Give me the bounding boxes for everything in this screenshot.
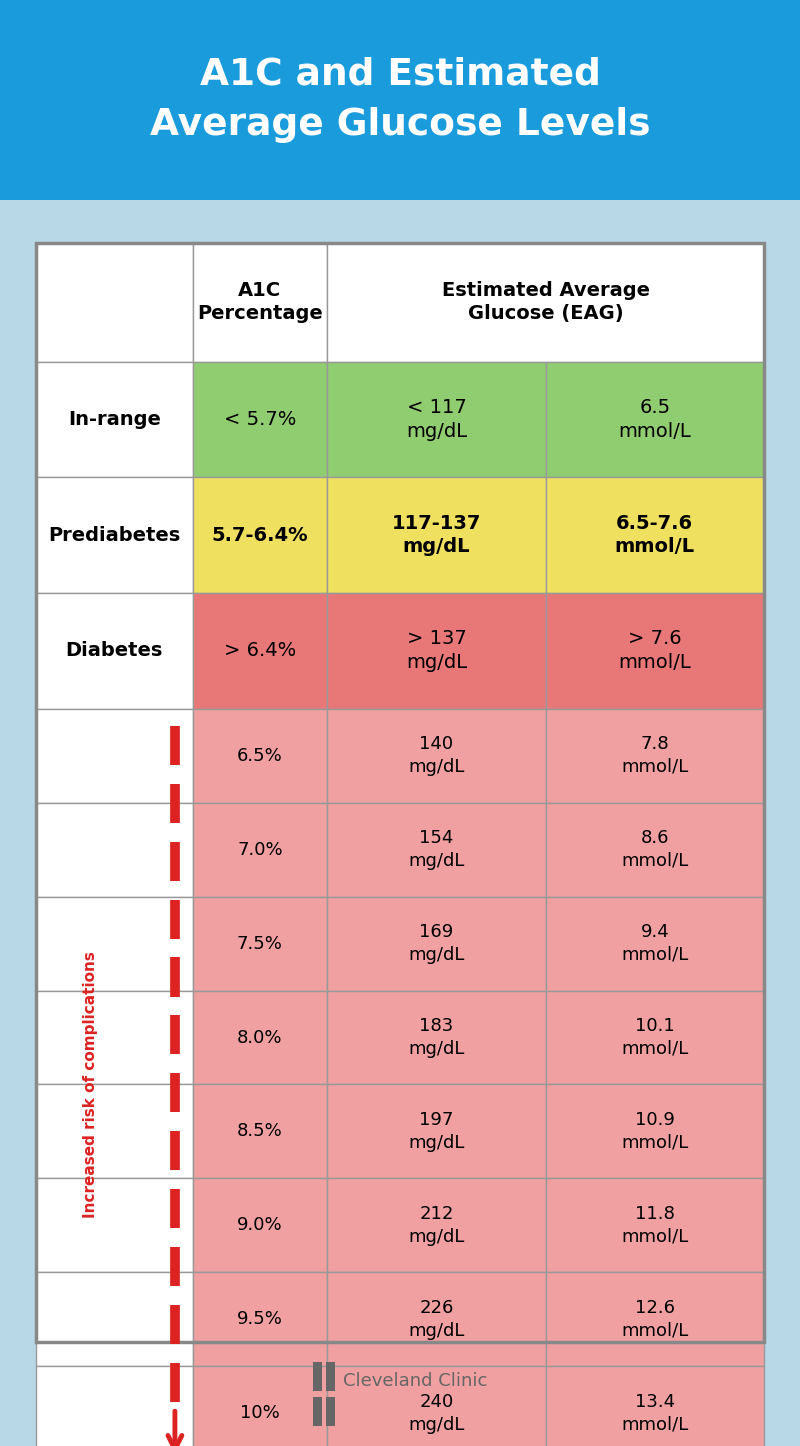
FancyBboxPatch shape [327, 991, 546, 1084]
Text: 10.9
mmol/L: 10.9 mmol/L [621, 1112, 689, 1151]
Text: 169
mg/dL: 169 mg/dL [408, 924, 465, 963]
Text: In-range: In-range [68, 409, 161, 429]
FancyBboxPatch shape [36, 709, 193, 803]
FancyBboxPatch shape [546, 477, 764, 593]
FancyBboxPatch shape [36, 991, 193, 1084]
FancyBboxPatch shape [193, 593, 327, 709]
Text: < 5.7%: < 5.7% [224, 409, 296, 429]
Text: > 7.6
mmol/L: > 7.6 mmol/L [618, 629, 691, 672]
Text: > 6.4%: > 6.4% [224, 641, 296, 661]
FancyBboxPatch shape [546, 803, 764, 897]
FancyBboxPatch shape [327, 897, 546, 991]
Text: 117-137
mg/dL: 117-137 mg/dL [392, 513, 481, 557]
Text: > 137
mg/dL: > 137 mg/dL [406, 629, 467, 672]
FancyBboxPatch shape [36, 593, 193, 709]
FancyBboxPatch shape [327, 593, 546, 709]
FancyBboxPatch shape [36, 1084, 193, 1178]
FancyBboxPatch shape [36, 243, 193, 362]
Text: 7.5%: 7.5% [237, 934, 282, 953]
Text: 6.5
mmol/L: 6.5 mmol/L [618, 398, 691, 441]
FancyBboxPatch shape [193, 1366, 327, 1446]
FancyBboxPatch shape [193, 1272, 327, 1366]
Text: 197
mg/dL: 197 mg/dL [408, 1112, 465, 1151]
FancyBboxPatch shape [546, 1084, 764, 1178]
FancyBboxPatch shape [36, 243, 764, 1342]
Text: Estimated Average
Glucose (EAG): Estimated Average Glucose (EAG) [442, 281, 650, 324]
Text: 11.8
mmol/L: 11.8 mmol/L [621, 1206, 689, 1245]
FancyBboxPatch shape [193, 477, 327, 593]
Text: 10%: 10% [240, 1404, 280, 1423]
Text: 5.7-6.4%: 5.7-6.4% [211, 525, 308, 545]
FancyBboxPatch shape [327, 1366, 546, 1446]
FancyBboxPatch shape [193, 1178, 327, 1272]
FancyBboxPatch shape [546, 1272, 764, 1366]
FancyBboxPatch shape [193, 1084, 327, 1178]
FancyBboxPatch shape [546, 1366, 764, 1446]
Text: 212
mg/dL: 212 mg/dL [408, 1206, 465, 1245]
FancyBboxPatch shape [327, 477, 546, 593]
Text: Diabetes: Diabetes [66, 641, 163, 661]
FancyBboxPatch shape [193, 362, 327, 477]
Text: 240
mg/dL: 240 mg/dL [408, 1394, 465, 1433]
Text: 8.0%: 8.0% [237, 1028, 282, 1047]
Text: 6.5%: 6.5% [237, 746, 282, 765]
Text: 6.5-7.6
mmol/L: 6.5-7.6 mmol/L [614, 513, 695, 557]
FancyBboxPatch shape [193, 243, 327, 362]
Text: 9.0%: 9.0% [237, 1216, 282, 1235]
FancyBboxPatch shape [0, 0, 800, 200]
FancyBboxPatch shape [193, 709, 327, 803]
FancyBboxPatch shape [36, 1272, 193, 1366]
FancyBboxPatch shape [327, 362, 546, 477]
FancyBboxPatch shape [327, 1272, 546, 1366]
Text: 8.6
mmol/L: 8.6 mmol/L [621, 830, 689, 869]
FancyBboxPatch shape [36, 362, 193, 477]
Text: 9.4
mmol/L: 9.4 mmol/L [621, 924, 689, 963]
Text: 140
mg/dL: 140 mg/dL [408, 736, 465, 775]
FancyBboxPatch shape [36, 897, 193, 991]
FancyBboxPatch shape [193, 991, 327, 1084]
Text: < 117
mg/dL: < 117 mg/dL [406, 398, 467, 441]
FancyBboxPatch shape [546, 897, 764, 991]
FancyBboxPatch shape [327, 803, 546, 897]
Bar [326, 1362, 335, 1391]
Bar [313, 1397, 322, 1426]
Text: Prediabetes: Prediabetes [48, 525, 180, 545]
FancyBboxPatch shape [546, 991, 764, 1084]
Text: Cleveland Clinic: Cleveland Clinic [343, 1372, 487, 1390]
Text: 226
mg/dL: 226 mg/dL [408, 1300, 465, 1339]
FancyBboxPatch shape [193, 803, 327, 897]
Text: Increased risk of complications: Increased risk of complications [83, 951, 98, 1218]
Text: 10.1
mmol/L: 10.1 mmol/L [621, 1018, 689, 1057]
Text: 7.0%: 7.0% [237, 840, 282, 859]
FancyBboxPatch shape [36, 803, 193, 897]
Text: 183
mg/dL: 183 mg/dL [408, 1018, 465, 1057]
FancyBboxPatch shape [327, 1084, 546, 1178]
FancyBboxPatch shape [193, 897, 327, 991]
Text: A1C
Percentage: A1C Percentage [197, 281, 322, 324]
Text: 154
mg/dL: 154 mg/dL [408, 830, 465, 869]
FancyBboxPatch shape [36, 1366, 193, 1446]
Text: 12.6
mmol/L: 12.6 mmol/L [621, 1300, 689, 1339]
Bar [326, 1397, 335, 1426]
Text: 8.5%: 8.5% [237, 1122, 282, 1141]
Text: 9.5%: 9.5% [237, 1310, 282, 1329]
FancyBboxPatch shape [327, 1178, 546, 1272]
FancyBboxPatch shape [546, 1178, 764, 1272]
FancyBboxPatch shape [36, 477, 193, 593]
Text: 7.8
mmol/L: 7.8 mmol/L [621, 736, 689, 775]
FancyBboxPatch shape [327, 243, 764, 362]
Text: A1C and Estimated
Average Glucose Levels: A1C and Estimated Average Glucose Levels [150, 56, 650, 143]
FancyBboxPatch shape [546, 709, 764, 803]
FancyBboxPatch shape [327, 709, 546, 803]
Text: 13.4
mmol/L: 13.4 mmol/L [621, 1394, 689, 1433]
Bar [313, 1362, 322, 1391]
FancyBboxPatch shape [36, 1178, 193, 1272]
FancyBboxPatch shape [546, 362, 764, 477]
FancyBboxPatch shape [546, 593, 764, 709]
